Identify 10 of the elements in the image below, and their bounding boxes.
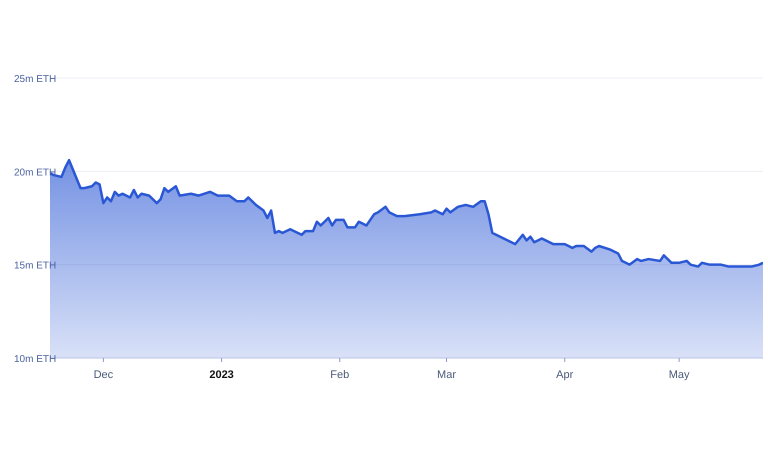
y-tick-label: 10m ETH: [14, 354, 56, 365]
y-tick-label: 15m ETH: [14, 260, 56, 272]
x-tick-label: Feb: [330, 369, 350, 381]
x-tick-label: 2023: [209, 369, 234, 381]
y-tick-label: 20m ETH: [14, 167, 56, 178]
x-tick-label: Dec: [94, 369, 114, 381]
y-tick-label: 25m ETH: [14, 74, 56, 85]
x-tick-label: Apr: [556, 369, 574, 381]
x-tick-label: Mar: [437, 369, 456, 381]
x-tick-label: May: [668, 369, 690, 381]
